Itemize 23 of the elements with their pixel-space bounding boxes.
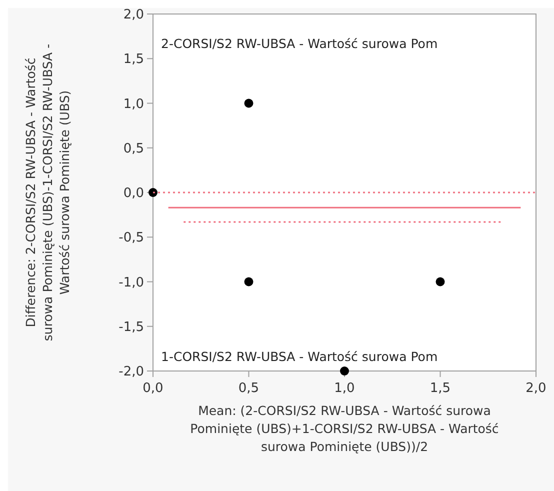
annotation: 1-CORSI/S2 RW-UBSA - Wartość surowa Pom	[161, 349, 438, 364]
y-axis-title: Difference: 2-CORSI/S2 RW-UBSA - Wartość surowa Pominięte (UBS)-1-CORSI/S2 RW-UBSA - Wartość surowa Pominięte (UBS)	[23, 44, 72, 342]
x-tick-label: 1,0	[334, 381, 355, 396]
y-tick-label: -1,5	[118, 320, 144, 335]
y-tick-label: 0,0	[123, 186, 144, 202]
y-tick-label: 2,0	[123, 8, 144, 23]
x-tick-label: 0,5	[238, 381, 260, 396]
point	[148, 188, 158, 197]
y-tick-label: 1,5	[123, 52, 144, 68]
y-tick-label: -1,0	[118, 275, 144, 290]
x-tick-label: 0,0	[142, 381, 164, 396]
point	[436, 277, 445, 286]
x-axis-title: Mean: (2-CORSI/S2 RW-UBSA - Wartość surowa Pominięte (UBS)+1-CORSI/S2 RW-UBSA - Wartość surowa Pominięte (UBS))/2	[190, 403, 499, 454]
annotation: 2-CORSI/S2 RW-UBSA - Wartość surowa Pom	[161, 36, 438, 51]
y-tick-label: -0,5	[118, 230, 144, 246]
x-tick-label: 2,0	[526, 381, 546, 396]
x-tick-label: 1,5	[430, 381, 451, 396]
y-tick-label: -2,0	[118, 364, 144, 380]
point	[244, 98, 254, 108]
y-tick-label: 1,0	[123, 96, 144, 112]
point	[244, 277, 254, 286]
point	[340, 366, 349, 376]
y-tick-label: 0,5	[123, 141, 144, 156]
